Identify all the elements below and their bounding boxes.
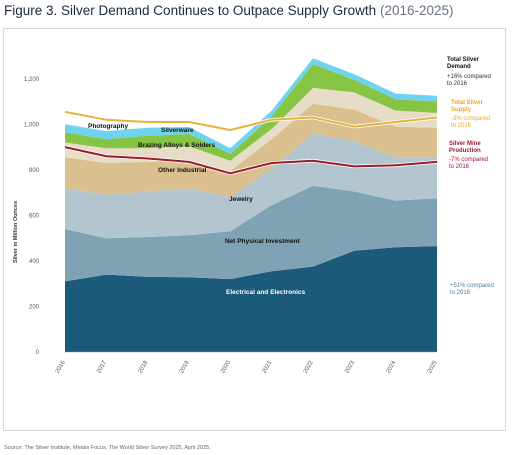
x-tick-label: 2017 [96, 359, 108, 374]
label-electrical: Electrical and Electronics [226, 289, 306, 296]
label-silverware: Silverware [161, 127, 194, 134]
area-layers [65, 58, 437, 352]
y-tick-label: 1,200 [24, 77, 40, 83]
area-photography [65, 58, 437, 154]
y-tick-label: 600 [29, 213, 40, 219]
figure-title: Figure 3. Silver Demand Continues to Out… [4, 3, 454, 18]
annotation-total-supply-sub: -3% compared to 2016 [451, 116, 490, 129]
figure-title-main: Figure 3. Silver Demand Continues to Out… [4, 3, 377, 18]
area-jewelry [65, 133, 437, 239]
annotation-mine-production-title: Silver Mine Production [449, 141, 481, 154]
annotation-total-demand-sub: +16% compared to 2016 [447, 74, 491, 87]
x-tick-label: 2018 [138, 359, 150, 374]
x-tick-label: 2021 [262, 359, 274, 374]
annotation-total-supply: Total Silver Supply -3% compared to 2016 [451, 100, 490, 129]
annotation-mine-production: Silver Mine Production -7% compared to 201… [449, 141, 488, 170]
figure-title-years: (2016-2025) [379, 3, 454, 18]
annotation-total-supply-title: Total Silver Supply [451, 100, 484, 113]
label-brazing: Brazing Alloys & Solders [138, 142, 215, 149]
x-tick-label: 2022 [303, 359, 315, 374]
area-investment [65, 185, 437, 282]
source-note: Source: The Silver Institute, Metals Foc… [4, 445, 211, 451]
x-tick-label: 2025 [427, 359, 439, 374]
supply-lines [64, 110, 438, 176]
annotation-electrical: +51% compared to 2016 [450, 283, 494, 296]
annotation-total-demand-title: Total Silver Demand [447, 57, 480, 70]
label-investment: Net Physical Investment [225, 238, 301, 245]
area-silverware [65, 64, 437, 161]
annotation-electrical-sub: +51% compared to 2016 [450, 283, 494, 296]
y-tick-label: 0 [36, 350, 40, 356]
x-tick-label: 2019 [179, 359, 191, 374]
y-axis-label: Silver in Million Ounces [13, 201, 19, 263]
y-tick-label: 800 [29, 168, 40, 174]
annotation-total-demand: Total Silver Demand +16% compared to 2016 [447, 57, 491, 87]
line-total-supply [64, 110, 438, 132]
x-tick-label: 2020 [220, 359, 232, 374]
y-tick-label: 1,000 [24, 122, 40, 128]
y-tick-label: 400 [29, 259, 40, 265]
label-photography: Photography [88, 123, 128, 130]
area-electrical [65, 246, 437, 352]
x-tick-label: 2023 [344, 359, 356, 374]
area-other-industrial [65, 103, 437, 198]
chart-panel [3, 28, 506, 431]
label-other-industrial: Other Industrial [158, 167, 207, 174]
area-brazing [65, 87, 437, 171]
line-mine-production [64, 146, 438, 175]
x-tick-label: 2024 [386, 359, 398, 374]
x-tick-label: 2016 [55, 359, 67, 374]
label-jewelry: Jewelry [229, 196, 253, 203]
y-tick-label: 200 [29, 305, 40, 311]
annotation-mine-production-sub: -7% compared to 2016 [449, 157, 488, 170]
